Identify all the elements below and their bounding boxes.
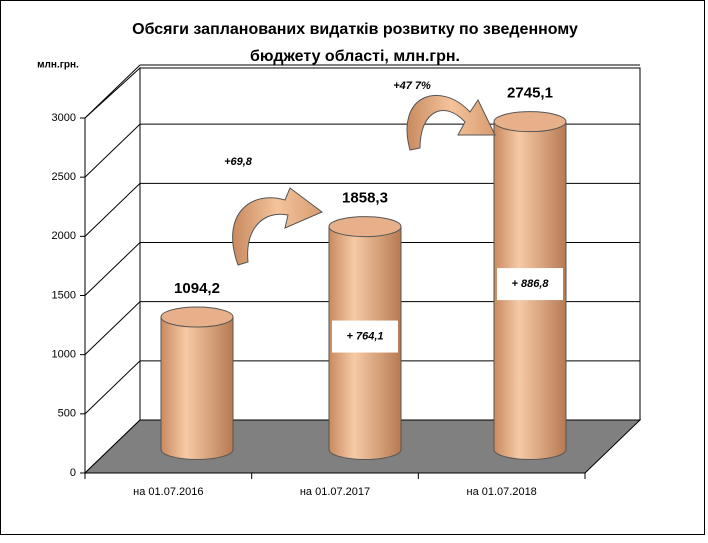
y-tick-label: 500 [58, 408, 76, 420]
value-label: 2745,1 [507, 85, 553, 102]
y-tick-label: 1500 [52, 289, 76, 301]
value-label: 1094,2 [174, 280, 220, 297]
bar-top [493, 111, 567, 133]
growth-arrow [406, 95, 496, 151]
x-tick-label: на 01.07.2016 [133, 486, 203, 498]
grid-line [84, 242, 141, 296]
chart-title: Обсяги запланованих видатків розвитку по… [132, 21, 578, 38]
y-tick-label: 0 [70, 467, 76, 479]
chart-title: бюджету області, млн.грн. [250, 48, 460, 65]
y-tick-label: 2500 [52, 171, 76, 183]
y-axis-label: млн.грн. [37, 60, 79, 71]
value-label: 1858,3 [342, 190, 388, 207]
y-tick-label: 3000 [52, 112, 76, 124]
increment-box [332, 320, 398, 353]
grid-line [84, 182, 141, 237]
increment-label: + 886,8 [511, 278, 549, 290]
grid-line [84, 301, 141, 356]
grid-line [84, 123, 141, 178]
x-tick-label: на 01.07.2017 [300, 486, 370, 498]
bar-top [328, 216, 402, 238]
bar [161, 317, 233, 450]
side-wall [84, 66, 141, 475]
increment-box [497, 268, 563, 301]
y-tick-label: 1000 [52, 349, 76, 361]
x-tick-label: на 01.07.2018 [467, 486, 537, 498]
grid-line [84, 360, 141, 415]
growth-arrow [232, 187, 323, 266]
bar-top [160, 306, 234, 328]
grid-line [84, 64, 141, 119]
y-tick-label: 2000 [52, 230, 76, 242]
increment-label: + 764,1 [346, 330, 383, 342]
growth-label: +69,8 [224, 156, 253, 168]
growth-label: +47 7% [393, 80, 431, 92]
